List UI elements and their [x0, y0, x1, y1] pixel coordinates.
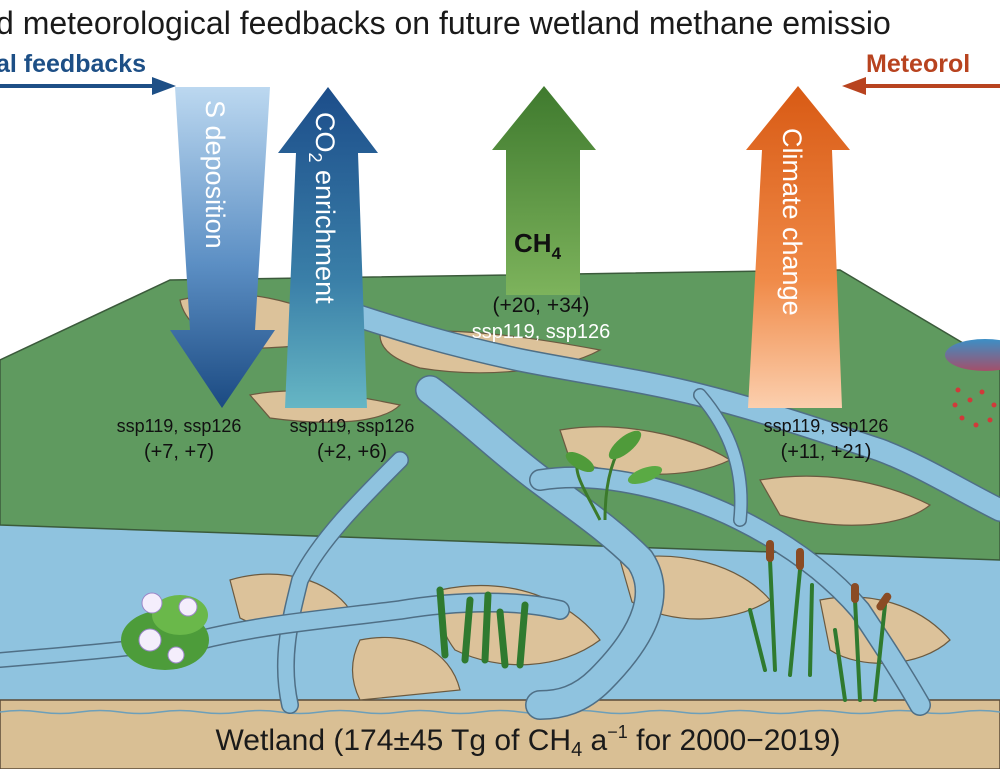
left-header-arrow	[0, 77, 176, 95]
s-deposition-scenarios: ssp119, ssp126	[117, 416, 242, 436]
left-header-label: al feedbacks	[0, 50, 146, 78]
s-deposition-values: (+7, +7)	[144, 441, 214, 463]
climate-change-scenarios: ssp119, ssp126	[764, 416, 889, 436]
climate-change-label: Climate change	[777, 128, 807, 316]
wetland-footer: Wetland (174±45 Tg of CH4 a−1 for 2000−2…	[216, 722, 841, 761]
climate-change-values: (+11, +21)	[781, 441, 872, 463]
ch4-values: (+20, +34)	[493, 294, 590, 317]
right-header-arrow	[842, 77, 1000, 95]
co2-enrichment-scenarios: ssp119, ssp126	[290, 416, 415, 436]
cattail-clump	[748, 540, 892, 702]
co2-enrichment-label: CO2 enrichment	[305, 112, 340, 304]
s-deposition-label: S deposition	[200, 100, 230, 249]
figure-title: d meteorological feedbacks on future wet…	[0, 5, 891, 41]
right-header-label: Meteorol	[866, 50, 970, 78]
ch4-arrow	[492, 86, 596, 295]
ch4-label: CH4	[514, 228, 562, 263]
climate-change-arrow	[746, 86, 850, 408]
water-hyacinth-plant	[121, 592, 209, 670]
arrowhead-plant	[565, 430, 663, 521]
rain-cloud-icon	[945, 339, 1000, 428]
ch4-scenarios: ssp119, ssp126	[472, 321, 611, 343]
s-deposition-arrow	[170, 87, 275, 408]
co2-enrichment-arrow	[278, 87, 378, 408]
grass-clump-1	[436, 586, 529, 669]
co2-enrichment-values: (+2, +6)	[317, 441, 387, 463]
